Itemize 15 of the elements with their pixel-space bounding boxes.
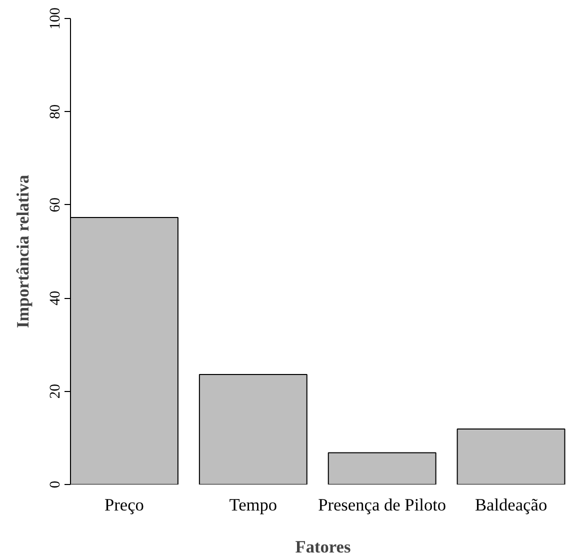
y-tick-label: 0 [48,480,64,488]
y-tick-label: 80 [48,104,64,120]
y-tick-label: 40 [48,290,64,306]
x-axis-title: Fatores [295,538,352,556]
x-tick-label: Baldeação [474,496,548,514]
bar [198,374,308,484]
y-tick-label: 60 [48,198,64,212]
y-axis-title: Importância relativa [14,174,32,328]
bar [328,452,436,484]
x-tick-label: Tempo [229,496,278,514]
bar [456,428,566,484]
x-tick-label: Preço [104,496,144,514]
y-tick-label: 20 [48,384,64,399]
x-tick-label: Presença de Piloto [318,496,446,514]
y-tick-label: 100 [48,8,64,30]
